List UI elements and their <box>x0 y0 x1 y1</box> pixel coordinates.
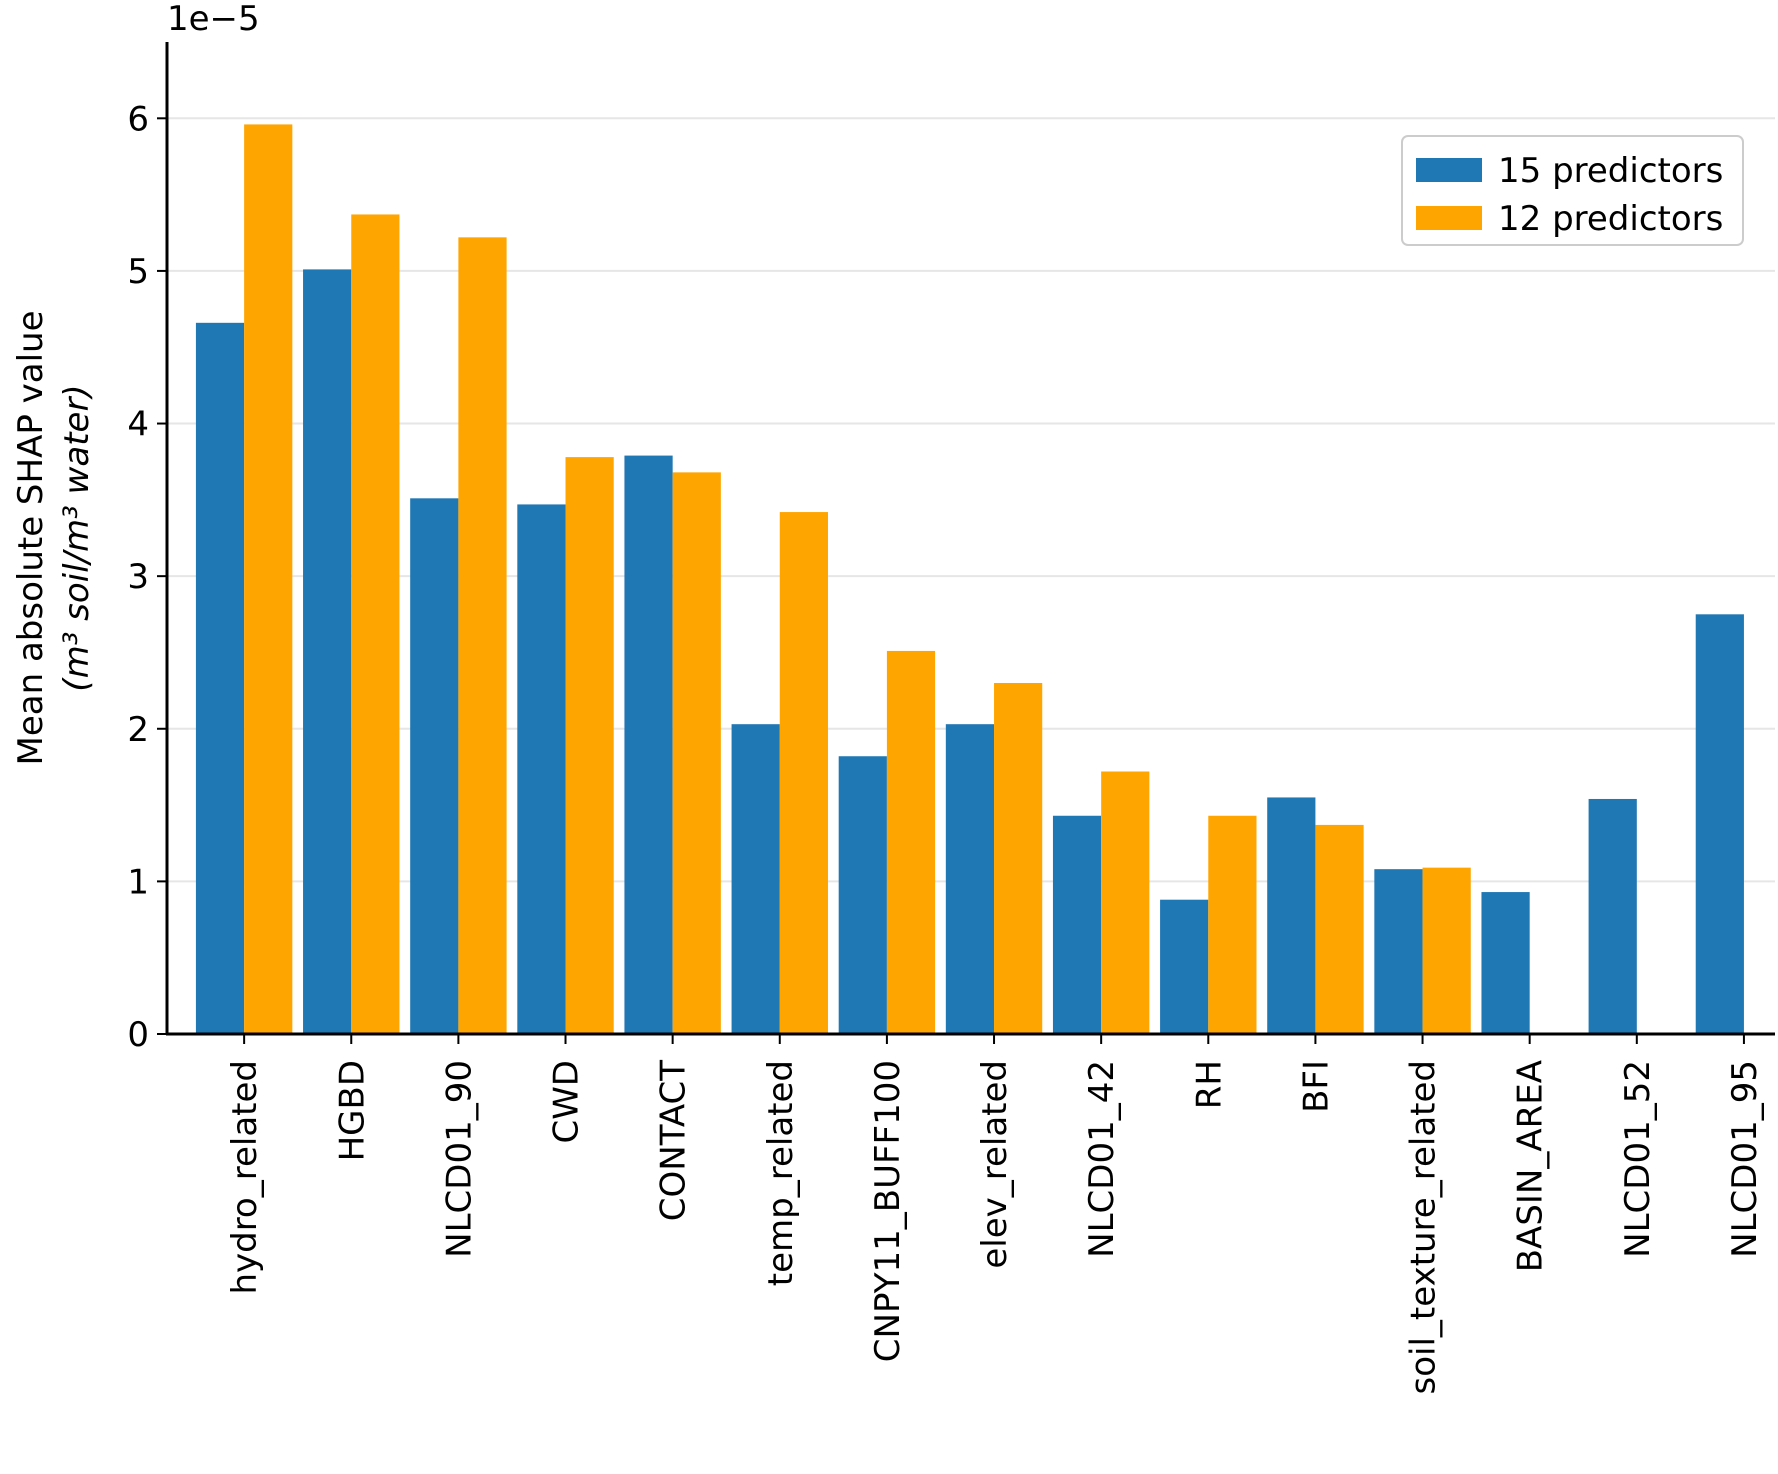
bar <box>1374 869 1423 1034</box>
bar <box>244 124 293 1035</box>
bar <box>731 724 780 1034</box>
legend-label: 12 predictors <box>1498 199 1723 239</box>
y-tick-label: 4 <box>127 405 149 445</box>
y-axis-label: Mean absolute SHAP value <box>11 310 51 765</box>
bar <box>779 512 828 1034</box>
legend-frame <box>1401 135 1744 246</box>
bar <box>1422 867 1471 1034</box>
bar <box>565 457 614 1034</box>
x-tick-label: BASIN_AREA <box>1511 1060 1551 1272</box>
x-tick-label: NLCD01_42 <box>1082 1060 1122 1258</box>
bar <box>351 214 400 1034</box>
y-tick-label: 0 <box>127 1015 149 1055</box>
bar <box>1588 798 1637 1034</box>
x-tick-label: NLCD01_52 <box>1618 1060 1658 1258</box>
x-tick-label: CNPY11_BUFF100 <box>868 1060 908 1362</box>
bar <box>303 269 352 1034</box>
legend-swatch <box>1416 158 1482 182</box>
x-tick-label: RH <box>1189 1060 1229 1109</box>
x-tick-label: BFI <box>1296 1060 1336 1113</box>
bar <box>1160 899 1209 1034</box>
bar <box>1101 771 1150 1034</box>
x-tick-label: temp_related <box>761 1060 801 1286</box>
y-tick-label: 2 <box>127 710 149 750</box>
bar <box>945 724 995 1034</box>
bar <box>1208 815 1257 1034</box>
x-tick-label: elev_related <box>975 1060 1015 1269</box>
y-offset-label: 1e−5 <box>167 0 260 39</box>
y-axis-label: (m³ soil/m³ water) <box>57 384 97 691</box>
y-tick-label: 5 <box>127 252 149 292</box>
bar <box>1052 815 1102 1034</box>
bar <box>410 498 459 1034</box>
x-tick-label: HGBD <box>332 1060 372 1161</box>
bar <box>1695 614 1744 1034</box>
y-tick-label: 1 <box>127 862 149 902</box>
x-tick-label: hydro_related <box>225 1060 265 1295</box>
bar <box>1267 797 1316 1034</box>
x-tick-label: CWD <box>547 1060 587 1144</box>
bar <box>624 455 673 1034</box>
bar <box>1481 892 1530 1034</box>
x-tick-label: NLCD01_90 <box>439 1060 479 1258</box>
legend-label: 15 predictors <box>1498 151 1723 191</box>
y-tick-label: 3 <box>127 557 149 597</box>
bar <box>886 650 936 1034</box>
x-tick-label: CONTACT <box>654 1060 694 1221</box>
y-tick-label: 6 <box>127 99 149 139</box>
legend: 15 predictors 12 predictors <box>1401 135 1744 246</box>
bar <box>517 504 566 1034</box>
x-tick-label: NLCD01_95 <box>1725 1060 1765 1258</box>
bar <box>1315 824 1364 1034</box>
bar <box>195 322 245 1034</box>
bar <box>672 472 721 1035</box>
x-tick-label: soil_texture_related <box>1404 1060 1444 1394</box>
legend-swatch <box>1416 206 1482 230</box>
bar <box>838 756 887 1034</box>
bar <box>994 682 1043 1034</box>
bar <box>458 237 507 1035</box>
